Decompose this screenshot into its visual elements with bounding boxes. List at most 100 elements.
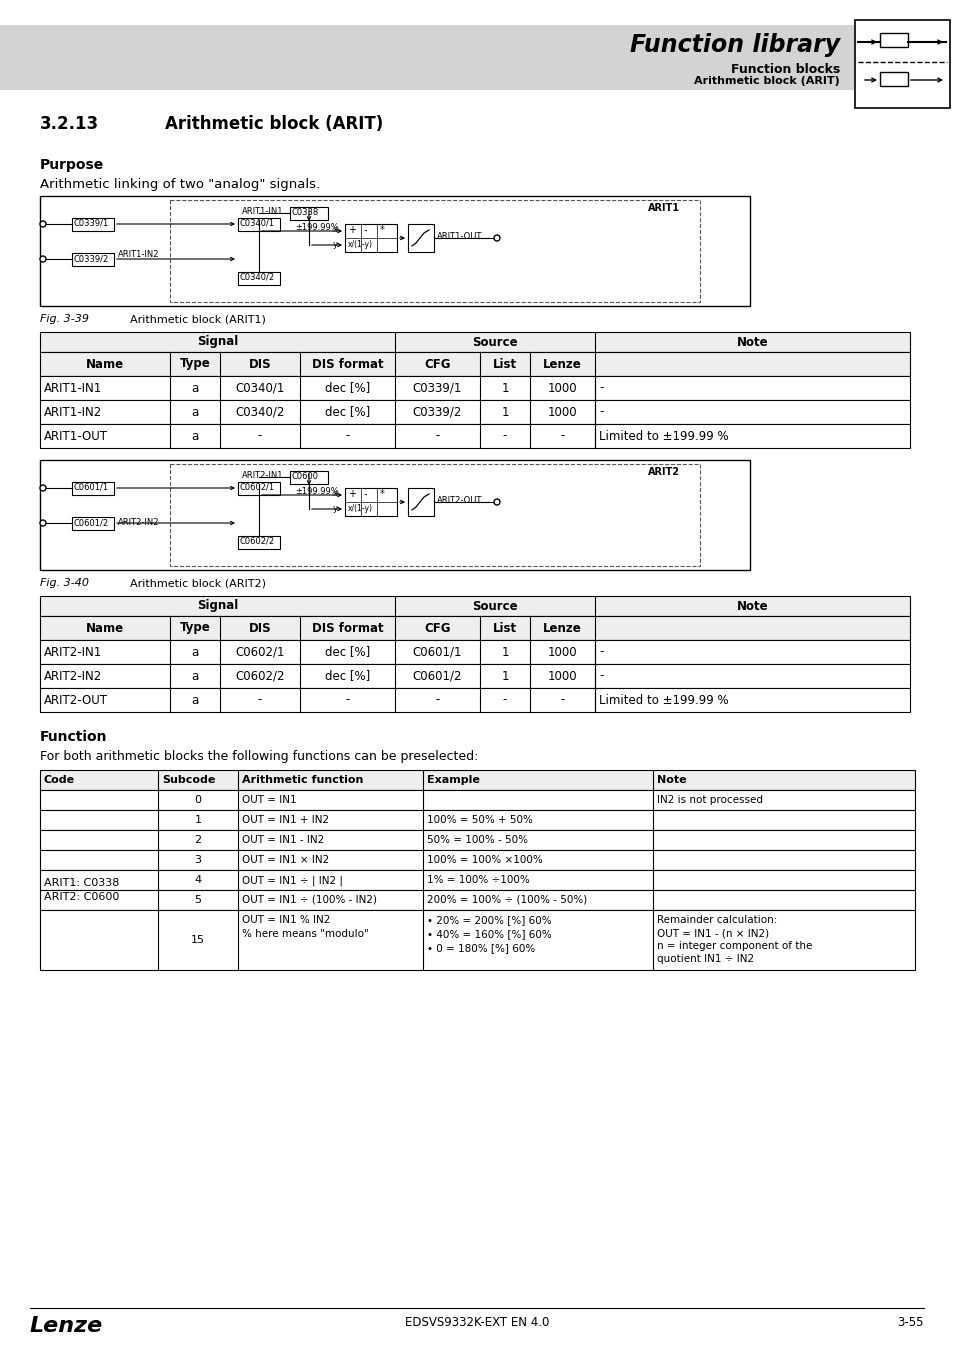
Text: -: - [364,489,367,500]
Bar [408,224,434,252]
Text: Name: Name [86,621,124,634]
Text: C0601/2: C0601/2 [74,518,109,526]
Text: 1: 1 [500,645,508,659]
Text: 1000: 1000 [547,382,577,394]
Text: OUT = IN1: OUT = IN1 [242,795,296,805]
Bar [40,688,909,711]
Text: Note: Note [657,775,686,784]
Bar [40,332,909,352]
Text: -: - [345,694,350,706]
Bar [40,850,914,869]
Text: C0340/2: C0340/2 [240,273,274,282]
Circle shape [40,221,46,227]
Text: dec [%]: dec [%] [325,405,370,418]
Bar [408,487,434,516]
Text: -: - [435,429,439,443]
Text: 1% = 100% ÷100%: 1% = 100% ÷100% [427,875,529,886]
Text: -: - [598,382,602,394]
Text: +: + [348,489,355,500]
Bar [879,32,907,47]
Text: Source: Source [472,336,517,348]
Text: Lenze: Lenze [30,1316,103,1336]
Text: C0602/1: C0602/1 [240,483,274,491]
Text: C0340/2: C0340/2 [235,405,284,418]
Text: ARIT1-OUT: ARIT1-OUT [436,232,482,242]
Text: a: a [192,670,198,683]
Text: *: * [379,225,384,235]
Bar [40,810,914,830]
Text: C0602/2: C0602/2 [240,537,274,545]
Text: ±199.99%: ±199.99% [294,223,338,232]
Text: a: a [192,405,198,418]
Bar [290,207,328,220]
Text: C0602/2: C0602/2 [235,670,284,683]
Text: -: - [502,429,507,443]
Text: ARIT2-IN2: ARIT2-IN2 [118,518,159,526]
Bar [40,377,909,400]
Text: 0: 0 [194,795,201,805]
Text: OUT = IN1 ÷ | IN2 |: OUT = IN1 ÷ | IN2 | [242,875,343,886]
Bar [40,890,914,910]
Text: Arithmetic block (ARIT1): Arithmetic block (ARIT1) [130,315,266,324]
Text: OUT = IN1 - (n × IN2): OUT = IN1 - (n × IN2) [657,927,768,938]
Text: C0601/1: C0601/1 [413,645,462,659]
Text: C0602/1: C0602/1 [235,645,284,659]
Bar [71,517,113,531]
Text: -: - [435,694,439,706]
Text: 1: 1 [500,405,508,418]
Circle shape [494,235,499,242]
Bar [40,830,914,850]
Text: List: List [493,358,517,370]
Bar [237,482,280,495]
Bar [71,482,113,495]
Text: -: - [345,429,350,443]
Text: C0340/1: C0340/1 [235,382,284,394]
Text: Arithmetic block (ARIT2): Arithmetic block (ARIT2) [130,578,266,589]
Text: ARIT2-OUT: ARIT2-OUT [44,694,108,706]
Text: dec [%]: dec [%] [325,670,370,683]
Text: C0339/2: C0339/2 [74,254,110,263]
Text: DIS format: DIS format [312,621,383,634]
Circle shape [40,485,46,491]
Text: -: - [364,225,367,235]
Text: OUT = IN1 % IN2: OUT = IN1 % IN2 [242,915,330,925]
Text: ARIT2-IN1: ARIT2-IN1 [44,645,102,659]
Text: OUT = IN1 × IN2: OUT = IN1 × IN2 [242,855,329,865]
Text: 4: 4 [194,875,201,886]
Text: % here means "modulo": % here means "modulo" [242,929,369,940]
Bar [170,464,700,566]
Text: 3.2.13: 3.2.13 [40,115,99,134]
Bar [237,271,280,285]
Text: Lenze: Lenze [542,621,581,634]
Text: CFG: CFG [424,621,450,634]
Text: CFG: CFG [424,358,450,370]
Text: -: - [257,694,262,706]
Text: x/(1-y): x/(1-y) [348,504,373,513]
Text: Note: Note [736,599,767,613]
Text: 5: 5 [194,895,201,905]
Text: Function blocks: Function blocks [730,63,840,76]
Text: Signal: Signal [196,336,238,348]
Text: *: * [379,489,384,500]
Bar [40,616,909,640]
Text: OUT = IN1 - IN2: OUT = IN1 - IN2 [242,836,324,845]
Bar [40,769,914,790]
Bar [40,352,909,377]
Text: Limited to ±199.99 %: Limited to ±199.99 % [598,429,728,443]
Text: a: a [192,645,198,659]
Text: Code: Code [44,775,75,784]
Text: Arithmetic function: Arithmetic function [242,775,363,784]
Bar [854,20,949,108]
Text: Type: Type [179,621,211,634]
Text: n = integer component of the: n = integer component of the [657,941,812,950]
Text: 50% = 100% - 50%: 50% = 100% - 50% [427,836,527,845]
Text: ARIT2: ARIT2 [647,467,679,477]
Bar [0,26,869,90]
Circle shape [494,500,499,505]
Bar [40,400,909,424]
Text: 1: 1 [194,815,201,825]
Text: ARIT1-IN2: ARIT1-IN2 [118,250,159,259]
Text: x: x [333,489,337,498]
Text: Signal: Signal [196,599,238,613]
Text: y: y [333,240,337,248]
